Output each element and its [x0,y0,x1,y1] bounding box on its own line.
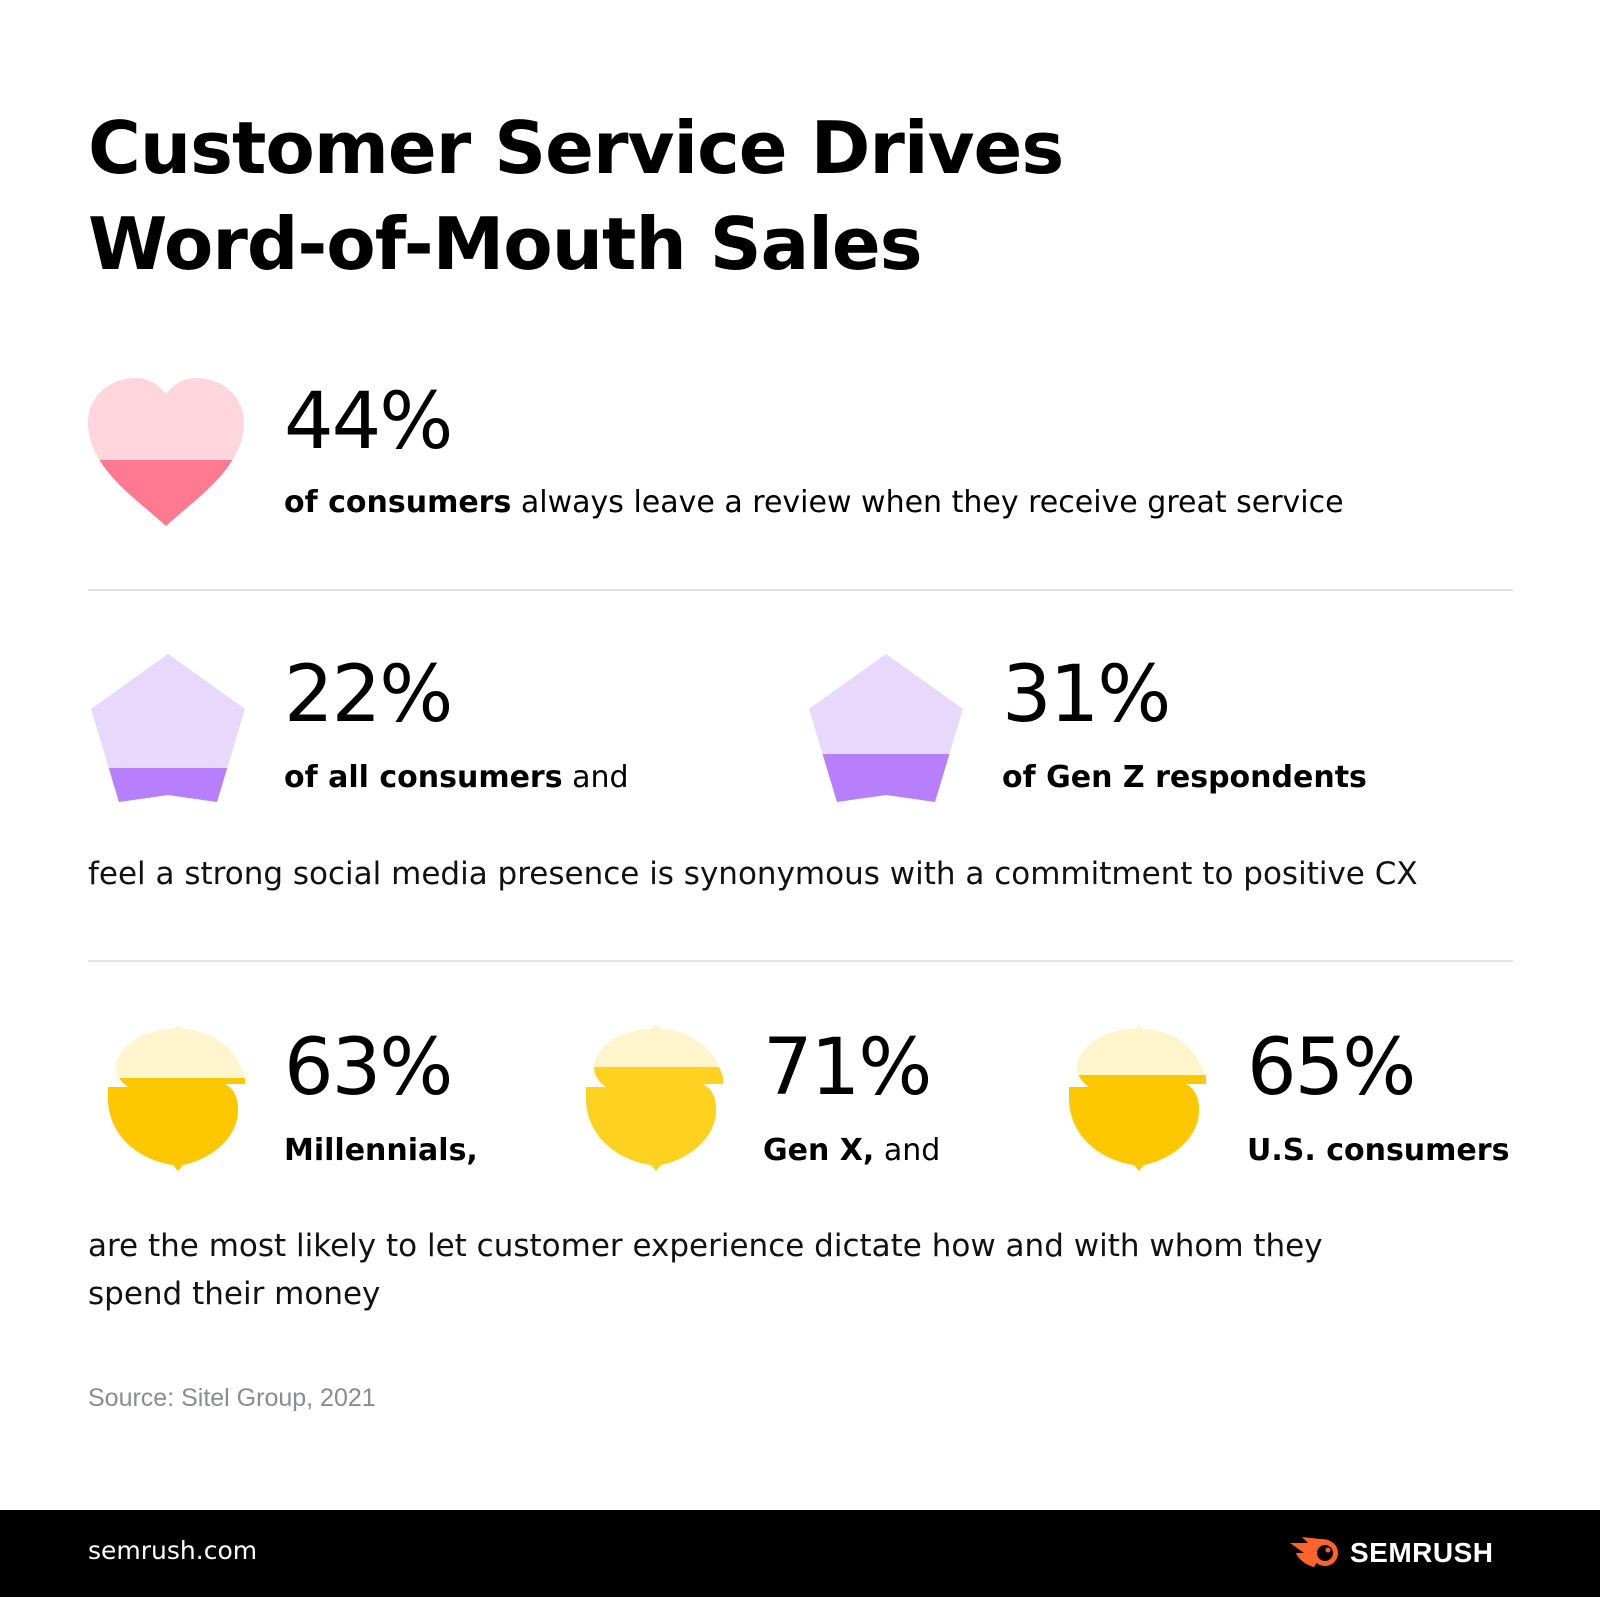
divider [88,589,1513,591]
semrush-fireball-icon [1290,1537,1338,1567]
title-line-1: Customer Service Drives [88,106,1064,190]
star-icon [809,654,963,802]
stat-value: 63% [284,1023,453,1113]
divider [88,960,1513,962]
stat-value: 22% [284,650,453,740]
coin-icon [1069,1025,1206,1171]
stat-label: U.S. consumers [1247,1133,1510,1168]
caption: feel a strong social media presence is s… [88,856,1418,892]
stat-value: 31% [1002,650,1171,740]
caption-line-1: are the most likely to let customer expe… [88,1228,1323,1264]
caption-line-2: spend their money [88,1276,381,1312]
stat-value: 65% [1247,1023,1416,1113]
source-note: Source: Sitel Group, 2021 [88,1384,376,1412]
stat-label: Millennials, [284,1133,478,1168]
star-icon [91,654,245,802]
stat-value: 44% [284,377,453,467]
brand-name: SEMRUSH [1350,1537,1494,1568]
stat-label: of consumers always leave a review when … [284,485,1344,520]
stat-value: 71% [763,1023,932,1113]
semrush-logo: SEMRUSH [1290,1537,1494,1569]
heart-icon [88,378,244,526]
stat-label: of Gen Z respondents [1002,760,1367,795]
page-title: Customer Service Drives Word-of-Mouth Sa… [88,100,1064,292]
stat-label: Gen X, and [763,1133,941,1168]
caption: are the most likely to let customer expe… [88,1222,1323,1318]
stat-label: of all consumers and [284,760,629,795]
coin-icon [108,1025,245,1171]
site-link[interactable]: semrush.com [88,1536,258,1565]
coin-icon [586,1025,723,1171]
title-line-2: Word-of-Mouth Sales [88,202,923,286]
